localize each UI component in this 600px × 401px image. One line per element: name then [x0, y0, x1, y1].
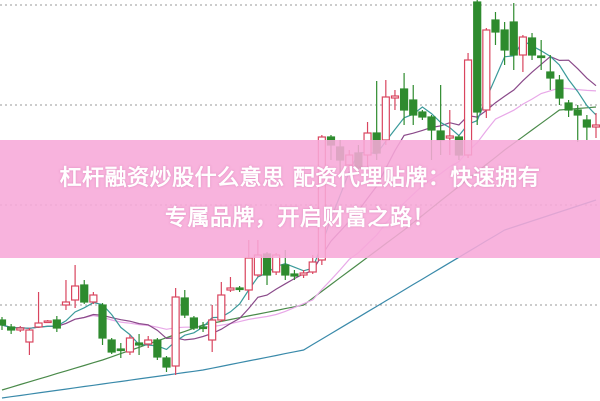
banner-title-line-2: 专属品牌，开启财富之路！ [164, 206, 435, 231]
candle-down [0, 319, 7, 326]
candle-down [134, 342, 144, 346]
candle-up [71, 285, 80, 301]
candle-up [34, 322, 43, 328]
candle-up [144, 339, 153, 345]
candle-up [208, 319, 217, 341]
candle-down [290, 273, 299, 277]
candle-down [7, 326, 16, 331]
candle-down [107, 339, 116, 353]
candle-down [500, 29, 509, 51]
candle-down [189, 317, 199, 329]
candle-up [171, 296, 180, 367]
candle-down [555, 79, 564, 99]
candle-down [436, 130, 445, 141]
candle-down [399, 88, 409, 111]
candle-down [564, 102, 573, 111]
candle-up [16, 327, 25, 331]
candle-down [98, 304, 107, 339]
candle-up [226, 287, 235, 291]
ma5-line [1, 39, 597, 351]
banner-title-line-1: 杠杆融资炒股什么意思 配资代理贴牌：快速拥有 [59, 166, 541, 191]
candle-down [537, 55, 546, 59]
candle-up [25, 329, 34, 343]
candle-down [180, 297, 189, 316]
candle-down [162, 357, 171, 368]
candle-up [125, 337, 135, 353]
candle-down [235, 287, 244, 291]
candle-down [198, 326, 208, 330]
candle-up [244, 257, 253, 291]
candle-up [217, 294, 226, 321]
candle-down [473, 1, 482, 113]
candle-up [61, 301, 71, 306]
candle-up [43, 320, 52, 324]
candle-up [89, 294, 98, 303]
candle-up [482, 29, 491, 111]
candle-up [253, 254, 262, 276]
candle-up [445, 135, 454, 139]
title-banner: 杠杆融资炒股什么意思 配资代理贴牌：快速拥有 专属品牌，开启财富之路！ [0, 140, 600, 258]
candle-down [80, 284, 89, 303]
candle-down [116, 348, 125, 352]
candle-down [409, 99, 418, 116]
candle-down [573, 109, 582, 116]
candle-down [527, 37, 537, 56]
candle-up [390, 95, 400, 99]
candle-up [381, 96, 390, 141]
candle-up [308, 261, 317, 273]
candle-down [546, 71, 555, 79]
candle-up [518, 36, 527, 56]
candle-down [153, 339, 162, 358]
candle-down [418, 111, 427, 118]
candle-down [509, 21, 518, 56]
candle-down [491, 19, 500, 33]
candle-down [427, 116, 436, 131]
candle-up [591, 124, 600, 128]
candle-up [299, 272, 308, 276]
candle-down [281, 264, 290, 276]
candle-down [582, 119, 591, 128]
candle-down [52, 319, 61, 329]
